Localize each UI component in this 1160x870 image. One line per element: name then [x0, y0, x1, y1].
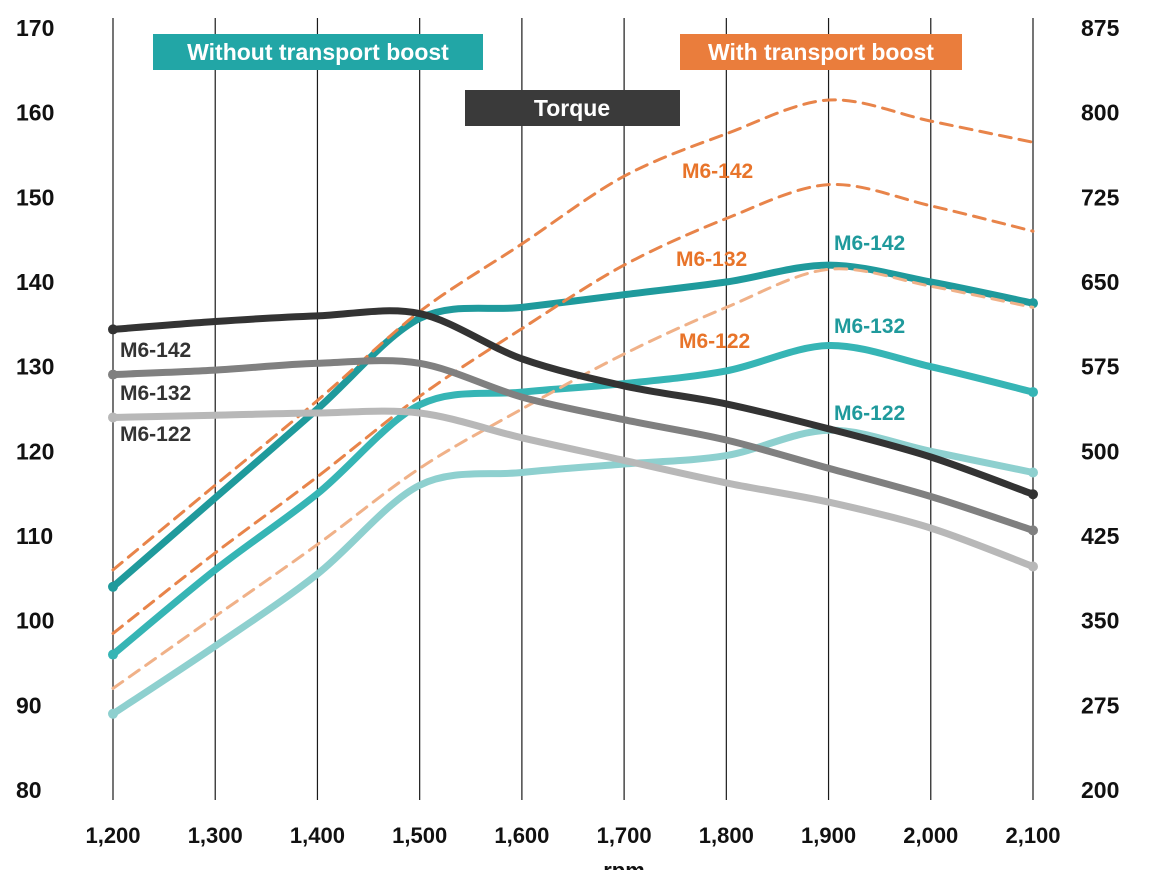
- legend-without-boost-badge: [153, 34, 483, 70]
- series-line-8: [109, 407, 1037, 570]
- legend-with-boost-badge: [680, 34, 962, 70]
- x-axis-tick: 2,100: [1005, 823, 1060, 848]
- series-endpoint-0-0: [108, 581, 118, 592]
- legend: Without transport boost With transport b…: [153, 34, 962, 126]
- x-axis-tick: 1,300: [188, 823, 243, 848]
- series-endpoint-1-0: [108, 649, 118, 660]
- series-endpoint-6-0: [108, 324, 118, 335]
- left-axis-tick: 100: [16, 608, 54, 634]
- x-axis-tick: 1,200: [85, 823, 140, 848]
- x-axis-tick: 1,800: [699, 823, 754, 848]
- series-line-6: [109, 307, 1037, 498]
- series-line-7: [109, 357, 1037, 534]
- series-line-2: [109, 426, 1037, 718]
- axes: 80 90 100 110 120 130 140 150 160 170 200 275 350 425…: [16, 15, 1120, 870]
- right-axis-tick: 575: [1081, 354, 1120, 380]
- right-axis-tick: 425: [1081, 523, 1120, 549]
- series-line-0: [109, 261, 1037, 591]
- left-axis-tick: 110: [16, 523, 53, 549]
- label-noboost-m6-132: M6-132: [834, 315, 905, 338]
- vertical-gridlines: [112, 18, 1034, 800]
- series-labels: M6-142 M6-132 M6-122 M6-142 M6-132 M6-12…: [120, 160, 905, 446]
- x-axis-tick: 1,500: [392, 823, 447, 848]
- label-noboost-m6-142: M6-142: [834, 232, 905, 255]
- series-line-1: [109, 341, 1037, 658]
- left-axis-tick: 120: [16, 438, 54, 464]
- left-axis-tick: 90: [16, 692, 42, 718]
- series-endpoint-1-1: [1028, 387, 1038, 398]
- x-axis-tick: 1,700: [597, 823, 652, 848]
- series-lines: [108, 98, 1038, 719]
- series-endpoint-2-1: [1028, 467, 1038, 478]
- series-endpoint-8-1: [1028, 561, 1038, 572]
- legend-torque-badge: [465, 90, 680, 126]
- right-axis-tick: 875: [1081, 15, 1120, 41]
- left-axis-tick: 160: [16, 100, 54, 126]
- label-boost-m6-122: M6-122: [679, 330, 750, 353]
- right-axis-tick: 500: [1081, 438, 1119, 464]
- label-torque-m6-132: M6-132: [120, 382, 191, 405]
- series-line-5: [111, 267, 1035, 690]
- series-endpoint-6-1: [1028, 489, 1038, 500]
- right-axis-tick: 725: [1081, 184, 1120, 210]
- x-axis-tick: 1,400: [290, 823, 345, 848]
- label-boost-m6-132: M6-132: [676, 248, 747, 271]
- left-axis-tick: 130: [16, 354, 54, 380]
- legend-without-boost-label: Without transport boost: [187, 39, 449, 65]
- right-axis-tick: 200: [1081, 777, 1119, 803]
- series-endpoint-8-0: [108, 412, 118, 423]
- right-axis-tick: 800: [1081, 100, 1119, 126]
- x-axis-title: rpm: [603, 858, 645, 870]
- right-axis-tick: 350: [1081, 608, 1119, 634]
- right-axis-tick: 650: [1081, 269, 1119, 295]
- series-line-4: [111, 182, 1035, 635]
- x-axis-tick: 1,900: [801, 823, 856, 848]
- label-boost-m6-142: M6-142: [682, 160, 753, 183]
- left-axis-tick: 80: [16, 777, 42, 803]
- x-axis-tick: 1,600: [494, 823, 549, 848]
- series-endpoint-7-1: [1028, 525, 1038, 536]
- series-endpoint-2-0: [108, 708, 118, 719]
- legend-torque-label: Torque: [534, 95, 610, 121]
- series-endpoint-7-0: [108, 369, 118, 380]
- left-axis-tick: 170: [16, 15, 54, 41]
- left-axis-tick: 140: [16, 269, 54, 295]
- label-torque-m6-122: M6-122: [120, 423, 191, 446]
- right-axis-tick: 275: [1081, 692, 1120, 718]
- legend-with-boost-label: With transport boost: [708, 39, 934, 65]
- left-axis-tick: 150: [16, 184, 54, 210]
- series-line-3: [111, 98, 1035, 572]
- label-torque-m6-142: M6-142: [120, 339, 191, 362]
- label-noboost-m6-122: M6-122: [834, 402, 905, 425]
- x-axis-tick: 2,000: [903, 823, 958, 848]
